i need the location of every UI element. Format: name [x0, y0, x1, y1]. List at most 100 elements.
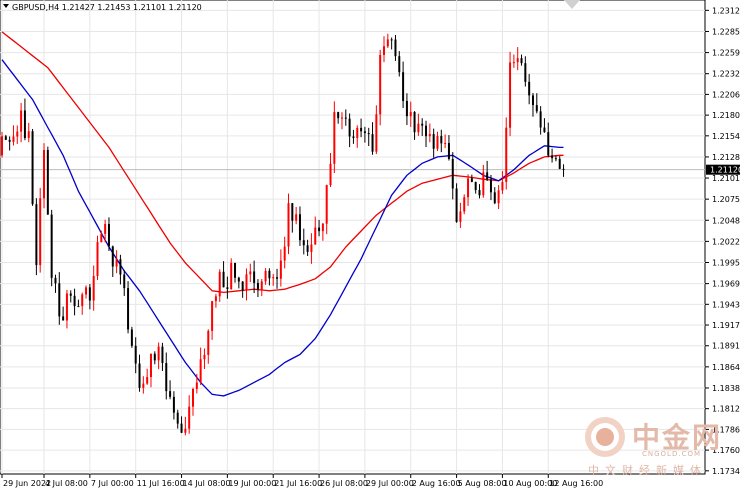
candle [123, 269, 126, 296]
candles [1, 33, 565, 436]
candle [211, 300, 214, 340]
candle [539, 106, 542, 135]
candle-body [92, 275, 95, 301]
candle [329, 152, 332, 188]
candle-body [230, 262, 233, 290]
candle [486, 160, 489, 181]
candle [356, 125, 359, 148]
candle-body [478, 190, 481, 196]
candle [1, 131, 3, 158]
candle [425, 120, 428, 148]
candle [157, 342, 160, 370]
candle [436, 131, 439, 152]
candle-body [214, 296, 217, 302]
candle-body [318, 227, 321, 232]
candle-body [111, 246, 114, 267]
candle-body [314, 227, 317, 245]
y-tick-label: 1.19955 [712, 258, 740, 267]
candle [363, 126, 366, 143]
candle-body [428, 134, 431, 137]
candle [104, 219, 107, 243]
candle-body [138, 363, 141, 388]
candle [85, 285, 88, 299]
candle-body [337, 112, 340, 119]
candle [184, 416, 187, 436]
candle [153, 351, 156, 365]
x-tick-label: 29 Jul 00:00 [366, 479, 414, 488]
candle-body [329, 163, 332, 186]
candle-body [467, 178, 470, 198]
candle-body [192, 388, 194, 407]
candle [516, 47, 519, 71]
candle-body [23, 110, 26, 138]
candle-body [402, 72, 405, 101]
candle-body [54, 277, 57, 284]
x-tick-label: 21 Jul 16:00 [274, 479, 322, 488]
watermark-brand: 中金网 [632, 421, 723, 454]
candle-body [272, 277, 275, 279]
y-tick-label: 1.19170 [712, 321, 740, 330]
candle [65, 289, 68, 329]
candle-body [88, 287, 91, 301]
candle-body [497, 190, 500, 204]
candle [260, 279, 263, 297]
candle-body [489, 179, 492, 193]
candle-body [375, 114, 378, 152]
candle [138, 354, 141, 392]
watermark-url: CNGOLD.COM [642, 450, 702, 458]
candle [39, 187, 42, 273]
y-tick-label: 1.22590 [712, 49, 740, 58]
candle [142, 376, 145, 394]
candle [54, 274, 57, 293]
candle-body [409, 111, 412, 117]
candle-body [100, 233, 103, 243]
candle [489, 174, 492, 201]
candle-body [486, 172, 489, 180]
candle [440, 129, 443, 153]
candle [444, 134, 447, 149]
candle [402, 61, 405, 109]
candle [81, 292, 84, 315]
candle [497, 185, 500, 210]
candle [543, 118, 546, 133]
candle-body [35, 204, 38, 266]
y-tick-label: 1.19430 [712, 300, 740, 309]
candle-body [333, 112, 336, 164]
candle [96, 235, 99, 280]
candle [62, 306, 65, 321]
y-tick-label: 1.21015 [712, 174, 740, 183]
y-tick-label: 1.17860 [712, 425, 740, 434]
candle [268, 268, 271, 286]
candle [77, 299, 80, 308]
candle-body [287, 203, 290, 247]
candle [398, 51, 401, 77]
candle-body [180, 423, 183, 433]
ma-slow-path [1, 31, 564, 294]
candle [528, 74, 531, 105]
candle-body [310, 244, 313, 252]
candle-body [421, 123, 424, 126]
ma-fast-line [1, 59, 564, 397]
y-tick-label: 1.17340 [712, 467, 740, 476]
candle [241, 281, 244, 298]
candle [474, 181, 477, 194]
candle-body [512, 62, 515, 64]
candle-body [256, 282, 259, 290]
watermark: 中金网 CNGOLD.COM 中文财经新媒体 [580, 412, 730, 477]
candle [379, 49, 382, 126]
candle [43, 143, 46, 209]
candle-body [470, 178, 473, 182]
candle [272, 273, 275, 286]
candle-body [8, 139, 11, 142]
candle [455, 183, 458, 223]
candle [417, 113, 420, 136]
x-tick-label: 26 Jul 08:00 [320, 479, 368, 488]
candle-body [146, 377, 149, 384]
candle [35, 198, 38, 276]
watermark-subtitle: 中文财经新媒体 [588, 464, 707, 477]
candle-body [172, 396, 175, 413]
candle [107, 217, 110, 251]
candle [428, 123, 431, 143]
corner-marker-icon [564, 0, 580, 9]
candle [283, 236, 286, 269]
